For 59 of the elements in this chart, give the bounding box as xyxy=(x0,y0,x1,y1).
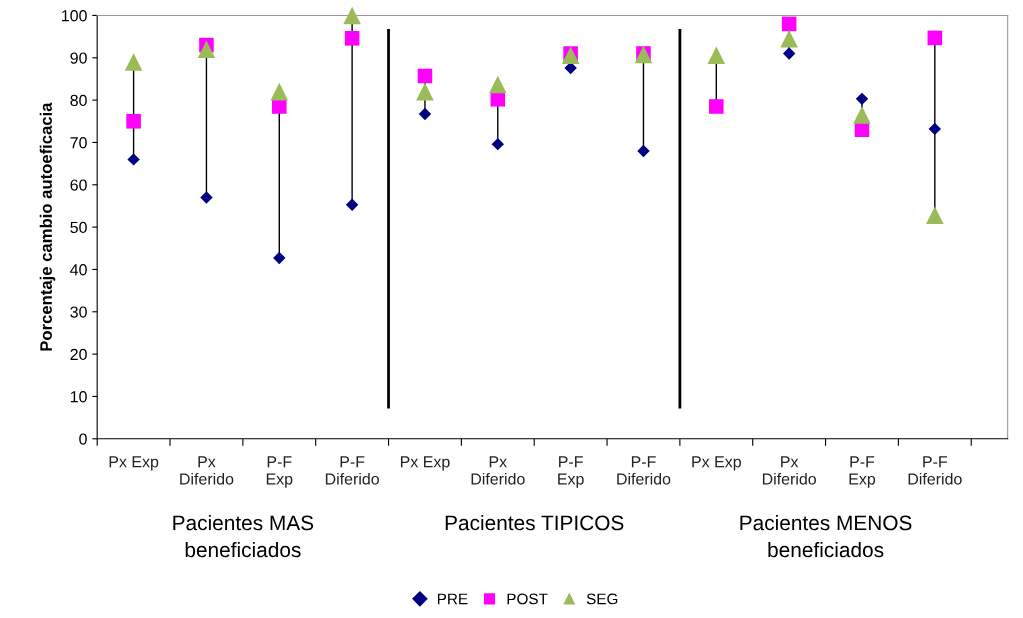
point xyxy=(782,47,796,60)
point xyxy=(124,53,143,71)
legend-label: SEG xyxy=(586,593,618,605)
x-tick-label: P-F Diferido xyxy=(325,456,379,485)
point xyxy=(272,99,287,114)
point xyxy=(200,191,213,204)
point xyxy=(855,92,869,106)
x-tick-label: P-F Diferido xyxy=(908,456,962,485)
point xyxy=(927,30,943,46)
point xyxy=(926,206,944,225)
point xyxy=(344,31,360,46)
point xyxy=(270,82,289,101)
point xyxy=(343,6,361,25)
point xyxy=(853,106,871,124)
x-tick-label: Px Diferido xyxy=(180,456,234,485)
y-tick-label: 90 xyxy=(70,52,87,64)
point xyxy=(928,122,942,136)
text: Pacientes TIPICOS xyxy=(445,514,624,531)
point xyxy=(561,46,580,65)
x-tick-label: Px Exp xyxy=(109,456,159,471)
text: Pacientes MENOS beneficiados xyxy=(740,514,912,558)
point xyxy=(273,251,286,265)
point xyxy=(197,40,216,59)
y-tick-label: 80 xyxy=(70,94,87,107)
y-tick-label: 50 xyxy=(70,221,87,234)
y-tick-label: 30 xyxy=(70,306,87,318)
x-tick-label: P-F Exp xyxy=(849,456,876,488)
y-tick-label: 0 xyxy=(79,433,87,445)
legend-label: POST xyxy=(507,593,548,605)
point xyxy=(418,107,432,121)
point xyxy=(126,114,141,129)
point xyxy=(417,68,433,84)
point xyxy=(490,91,506,107)
point xyxy=(127,153,140,166)
y-axis-title: Porcentaje cambio autoeficacia xyxy=(39,102,56,351)
point xyxy=(416,82,434,101)
x-tick-label: Px Diferido xyxy=(762,456,816,485)
y-tick-label: 10 xyxy=(70,391,87,403)
point xyxy=(491,137,504,151)
x-tick-label: P-F Exp xyxy=(266,456,293,488)
y-tick-label: 100 xyxy=(62,10,87,22)
x-tick-label: P-F Exp xyxy=(558,456,584,488)
y-tick-label: 60 xyxy=(70,179,87,191)
x-tick-label: P-F Diferido xyxy=(617,456,671,485)
text: Pacientes MAS beneficiados xyxy=(173,514,314,558)
x-tick-label: Px Diferido xyxy=(471,456,525,485)
point xyxy=(489,75,507,94)
y-tick-label: 70 xyxy=(70,137,87,149)
point xyxy=(781,16,797,32)
y-tick-label: 40 xyxy=(70,264,87,276)
point xyxy=(709,99,724,114)
x-tick-label: Px Exp xyxy=(692,456,741,471)
legend-label: PRE xyxy=(437,593,468,605)
point xyxy=(637,144,650,158)
point xyxy=(345,198,359,211)
x-tick-label: Px Exp xyxy=(400,456,450,471)
y-tick-label: 20 xyxy=(70,348,87,361)
point xyxy=(780,29,798,48)
point xyxy=(707,46,726,65)
